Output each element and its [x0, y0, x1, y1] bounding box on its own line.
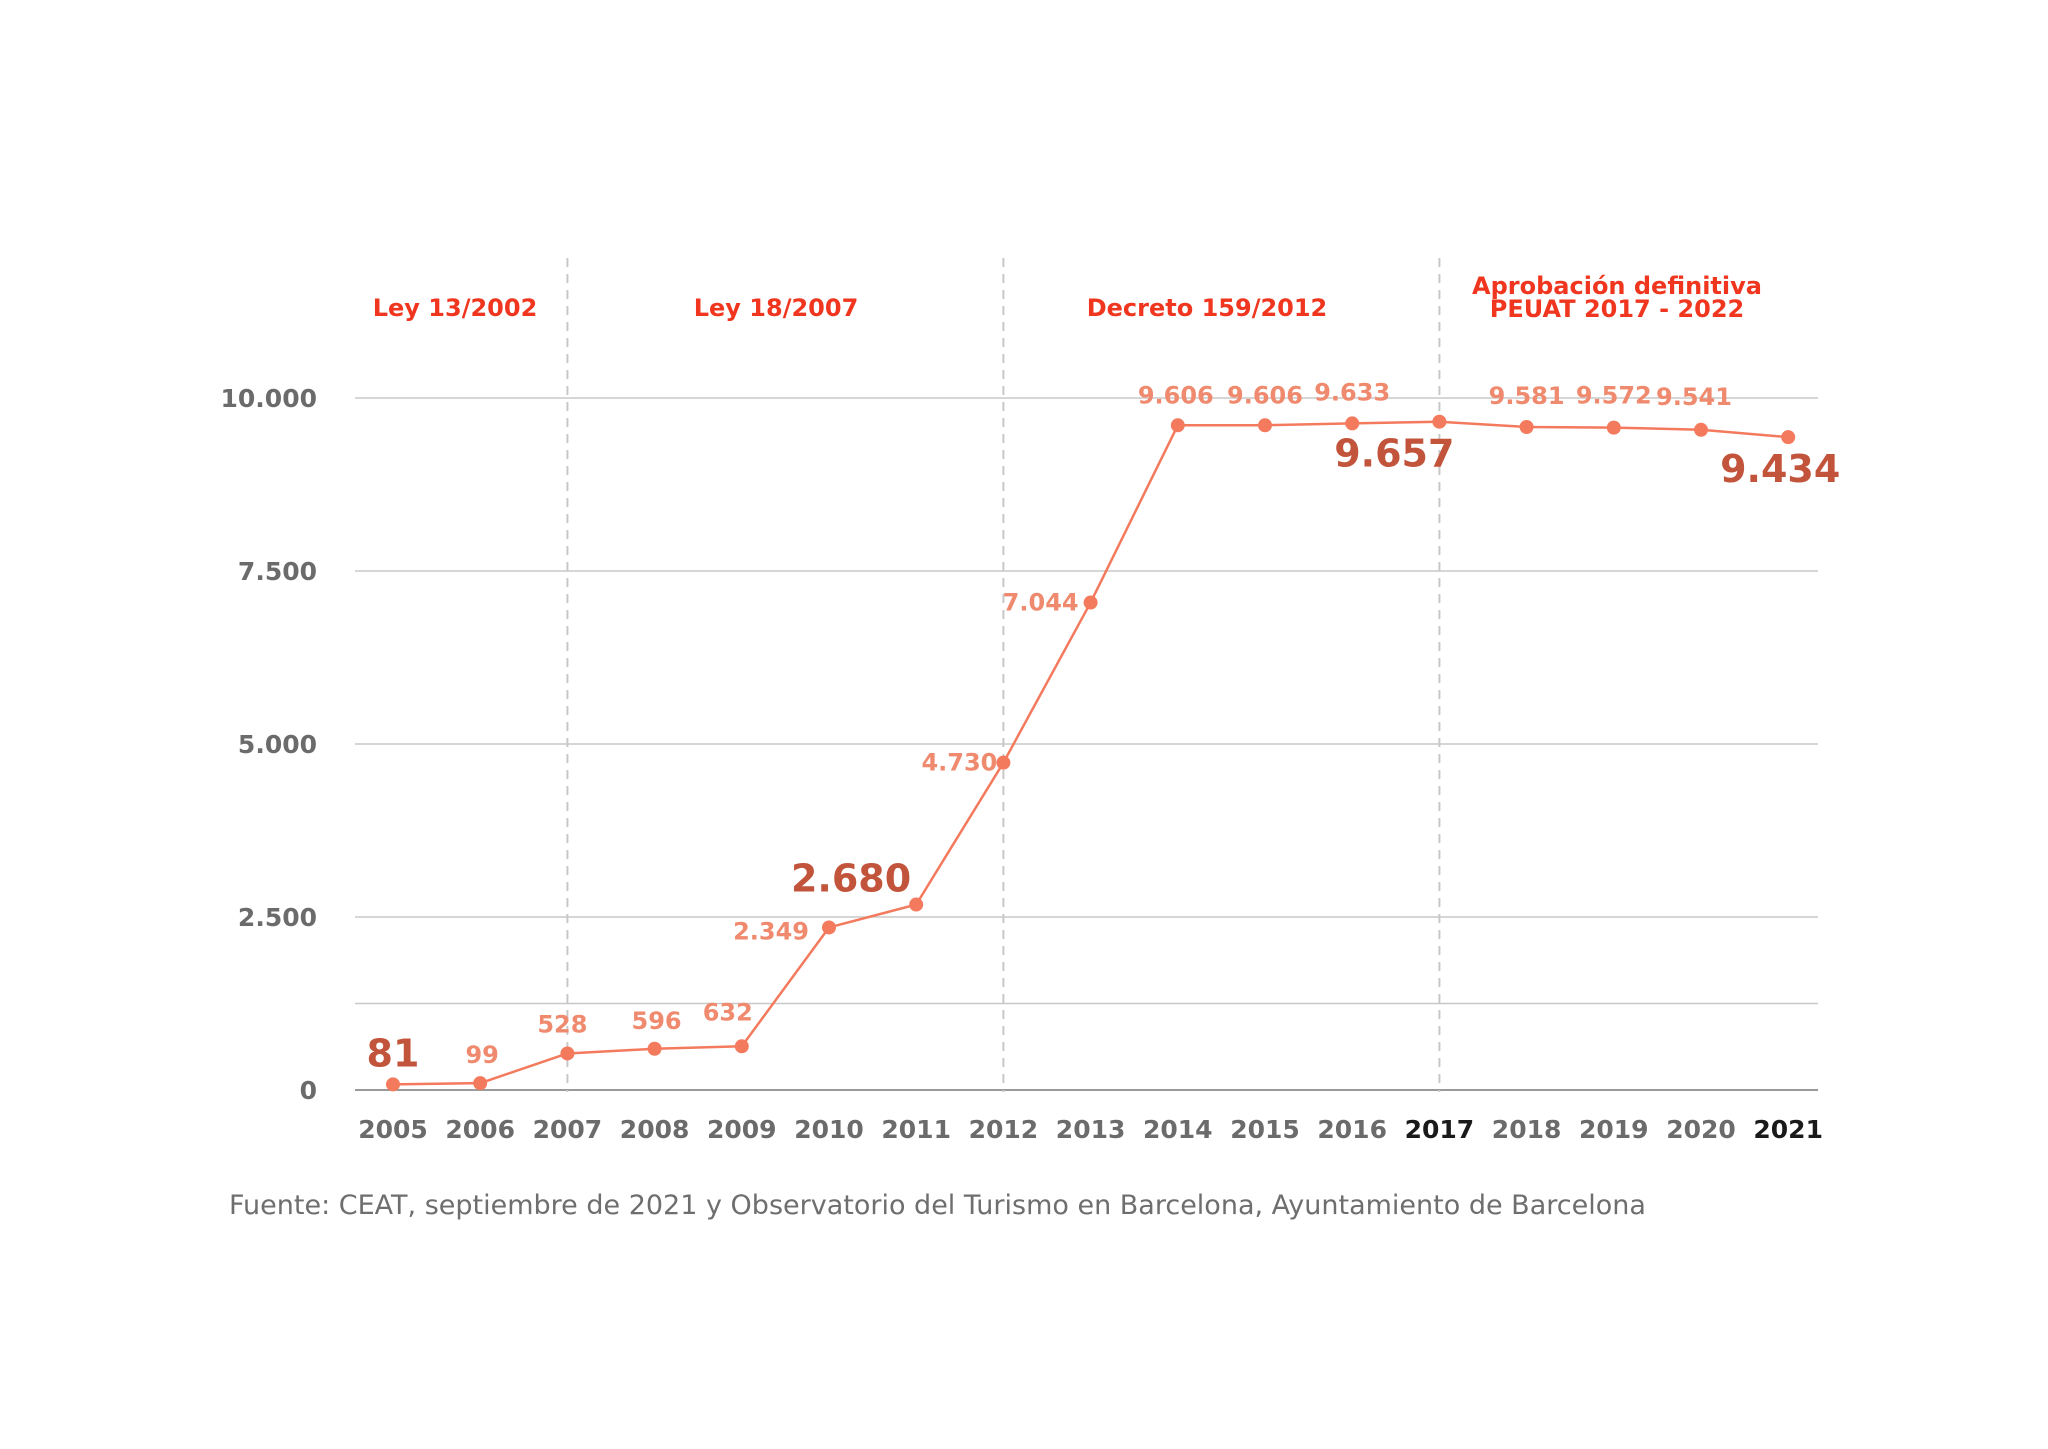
x-tick-label-2005: 2005 — [358, 1115, 428, 1144]
data-point-2005 — [386, 1077, 400, 1092]
series-polyline — [392, 420, 1789, 1086]
data-label-2008: 596 — [632, 1007, 682, 1035]
data-label-2006: 99 — [465, 1041, 498, 1069]
x-axis-tick-labels: 2005 2006 2007 2008 2009 2010 2011 2012 2013 2014… — [358, 1115, 1823, 1144]
period-label-0: Ley 13/2002 — [373, 294, 538, 322]
y-tick-label-1: 2.500 — [238, 903, 317, 932]
x-tick-label-2016: 2016 — [1317, 1115, 1387, 1144]
x-tick-label-2019: 2019 — [1579, 1115, 1649, 1144]
x-tick-label-2010: 2010 — [794, 1115, 864, 1144]
y-tick-label-0: 0 — [300, 1076, 317, 1105]
period-labels: Ley 13/2002 Ley 18/2007 Decreto 159/2012 Ap… — [373, 272, 1762, 323]
data-point-2014 — [1170, 418, 1185, 433]
data-point-2015 — [1258, 418, 1272, 433]
x-tick-label-2011: 2011 — [881, 1115, 951, 1144]
period-dividers — [566, 258, 1441, 1092]
period-label-2: Decreto 159/2012 — [1087, 294, 1328, 322]
period-label-3: Aprobación definitiva — [1472, 272, 1762, 300]
data-label-2005: 81 — [367, 1031, 420, 1075]
x-tick-label-2020: 2020 — [1666, 1115, 1736, 1144]
data-point-2007 — [560, 1046, 575, 1061]
x-tick-label-2013: 2013 — [1056, 1115, 1126, 1144]
data-label-2020: 9.541 — [1656, 383, 1732, 411]
x-tick-label-2015: 2015 — [1230, 1115, 1300, 1144]
period-label-3-line2: PEUAT 2017 - 2022 — [1490, 295, 1744, 323]
y-tick-label-2: 5.000 — [238, 730, 317, 759]
data-point-2013 — [1083, 595, 1098, 610]
data-point-2009 — [734, 1039, 749, 1054]
x-tick-label-2017: 2017 — [1405, 1115, 1475, 1144]
data-label-2009: 632 — [703, 998, 753, 1026]
data-label-2010: 2.349 — [733, 917, 809, 945]
y-tick-label-4: 10.000 — [221, 384, 317, 413]
data-label-2018: 9.581 — [1489, 382, 1565, 410]
data-point-2017 — [1432, 414, 1447, 429]
x-tick-label-2018: 2018 — [1492, 1115, 1562, 1144]
data-point-2006 — [473, 1076, 488, 1091]
x-tick-label-2021: 2021 — [1753, 1115, 1823, 1144]
data-point-2011 — [909, 897, 924, 912]
data-label-2016: 9.633 — [1314, 378, 1390, 406]
x-tick-label-2012: 2012 — [969, 1115, 1039, 1144]
source-note: Fuente: CEAT, septiembre de 2021 y Obser… — [229, 1190, 1646, 1221]
x-tick-label-2009: 2009 — [707, 1115, 777, 1144]
data-point-2021 — [1781, 430, 1796, 445]
x-tick-label-2014: 2014 — [1143, 1115, 1213, 1144]
data-label-2013: 7.044 — [1003, 589, 1079, 617]
data-label-2021: 9.434 — [1720, 447, 1840, 491]
data-label-2019: 9.572 — [1576, 382, 1652, 410]
data-point-2016 — [1345, 416, 1360, 431]
data-point-2008 — [647, 1041, 662, 1056]
gridlines — [355, 397, 1818, 1091]
data-label-2011: 2.680 — [791, 857, 911, 901]
data-points — [386, 414, 1796, 1092]
y-tick-label-3: 7.500 — [238, 557, 317, 586]
data-label-2012: 4.730 — [921, 749, 997, 777]
data-label-2017: 9.657 — [1334, 432, 1454, 476]
data-labels: 81 99 528 596 632 2.349 2.680 4.730 7.044 9.606 9.… — [367, 378, 1841, 1075]
data-point-2012 — [996, 755, 1011, 770]
data-label-2007: 528 — [537, 1010, 587, 1038]
data-point-2019 — [1606, 420, 1621, 435]
x-tick-label-2006: 2006 — [445, 1115, 515, 1144]
data-label-2015: 9.606 — [1227, 381, 1303, 409]
data-point-2018 — [1519, 419, 1534, 434]
x-tick-label-2008: 2008 — [620, 1115, 690, 1144]
y-axis-tick-labels: 0 2.500 5.000 7.500 10.000 — [221, 384, 317, 1105]
data-point-2020 — [1694, 422, 1708, 437]
period-label-1: Ley 18/2007 — [694, 294, 859, 322]
data-point-2010 — [822, 920, 836, 935]
x-tick-label-2007: 2007 — [533, 1115, 603, 1144]
series-line — [392, 420, 1789, 1086]
data-label-2014: 9.606 — [1138, 381, 1214, 409]
